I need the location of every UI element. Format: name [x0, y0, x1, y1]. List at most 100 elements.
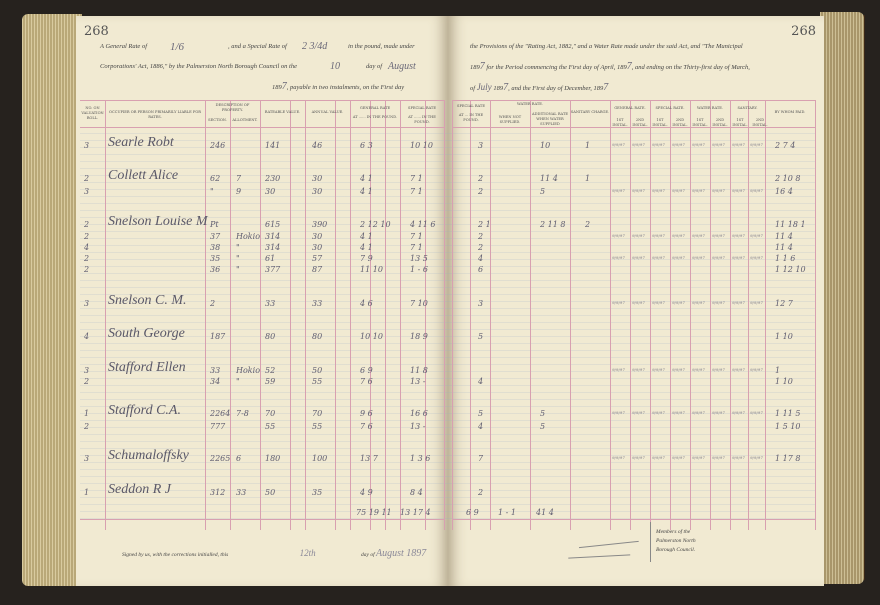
special-rate-amount: 13 - [410, 377, 426, 386]
amount-paid: 1 1 6 [775, 254, 796, 263]
header-general-rate: General Rate [359, 106, 391, 110]
column-rule [452, 100, 453, 530]
instalment-paid-date: 9/9/97 [750, 300, 763, 305]
text: Members of the [656, 529, 691, 535]
column-rule [470, 100, 471, 530]
header-rule-top [452, 100, 816, 101]
column-rule [350, 100, 351, 530]
instalment-paid-date: 9/9/97 [632, 455, 645, 460]
rateable-value: 180 [265, 454, 281, 463]
header-second-instalment: 2nd Instal. [752, 118, 768, 127]
header-rule-top [80, 100, 444, 101]
instalment-paid-date: 9/9/97 [652, 367, 665, 372]
general-rate-amount: 4 1 [360, 243, 373, 252]
left-header-line3: 1897, payable in two instalments, on the… [272, 78, 404, 97]
instalment-paid-date: 9/9/97 [632, 188, 645, 193]
special-rate-amount-right: 2 [478, 174, 484, 183]
instalment-paid-date: 9/9/97 [672, 255, 685, 260]
instalment-paid-date: 9/9/97 [712, 410, 725, 415]
text: , payable in two instalments, on the Fir… [286, 84, 405, 91]
water-rate-additional: 11 4 [540, 174, 558, 183]
instalment-paid-date: 9/9/97 [712, 188, 725, 193]
general-rate-amount: 6 3 [360, 141, 373, 150]
special-rate-amount-right: 2 [478, 187, 484, 196]
special-rate-amount: 13 - [410, 422, 426, 431]
header-water-rate: Water Rate. [516, 102, 544, 106]
year: 7 [479, 61, 485, 72]
section-number: 33 [210, 366, 221, 375]
instalment-paid-date: 9/9/97 [672, 410, 685, 415]
occupier-name: Collett Alice [108, 168, 179, 183]
header-annual-value: Annual Value. [311, 110, 344, 114]
instalment-paid-date: 9/9/97 [612, 255, 625, 260]
section-number: 35 [210, 254, 221, 263]
annual-value: 55 [312, 422, 323, 431]
text: 189 [493, 85, 504, 92]
header-paid-special: Special Rate. [655, 106, 685, 110]
general-rate-amount: 4 9 [360, 488, 373, 497]
header-rateable-value: Rateable Value. [264, 110, 301, 114]
occupier-name: Searle Robt [108, 135, 174, 150]
ruled-lines [80, 127, 816, 519]
section-number: 187 [210, 332, 226, 341]
column-rule [205, 100, 206, 530]
text: 189 [272, 84, 282, 91]
left-page: 268 A General Rate of 1/6 , and a Specia… [76, 16, 448, 586]
valuation-roll-number: 2 [84, 422, 90, 431]
occupier-name: Snelson Louise M [108, 214, 208, 229]
column-rule [530, 100, 531, 530]
annual-value: 80 [312, 332, 323, 341]
instalment-paid-date: 9/9/97 [712, 142, 725, 147]
section-number: 777 [210, 422, 226, 431]
allotment: " [236, 254, 240, 263]
instalment-paid-date: 9/9/97 [672, 300, 685, 305]
general-rate-amount: 7 6 [360, 422, 373, 431]
members-note: Members of the Palmerston North Borough … [656, 528, 696, 555]
totals-rule [80, 519, 444, 520]
instalment-paid-date: 9/9/97 [672, 233, 685, 238]
special-rate-amount-right: 7 [478, 454, 484, 463]
section-number: 246 [210, 141, 226, 150]
header-additional-rate: Additional Rate When Water Supplied [532, 112, 568, 126]
water-rate-total: 1 - 1 [498, 508, 516, 517]
allotment: Hokio [236, 232, 261, 241]
rateable-value: 55 [265, 422, 276, 431]
instalment-paid-date: 9/9/97 [712, 255, 725, 260]
column-rule [444, 100, 445, 530]
general-rate-value: 1/6 [170, 41, 185, 53]
rateable-value: 70 [265, 409, 276, 418]
annual-value: 30 [312, 187, 323, 196]
signature-bracket [650, 522, 651, 562]
special-rate-amount-right: 2 1 [478, 220, 491, 229]
instalment-paid-date: 9/9/97 [692, 455, 705, 460]
instalment-paid-date: 9/9/97 [712, 367, 725, 372]
header-first-instalment: 1st Instal. [692, 118, 708, 127]
text: 189 [470, 64, 480, 71]
header-paid-water: Water Rate. [696, 106, 724, 110]
section-number: 312 [210, 488, 226, 497]
allotment: 33 [236, 488, 247, 497]
column-rule [610, 100, 611, 530]
occupier-name: Seddon R J [108, 482, 171, 497]
valuation-roll-number: 2 [84, 377, 90, 386]
column-rule [335, 100, 336, 530]
header-by-whom-paid: By Whom Paid. [774, 110, 806, 114]
column-rule [730, 100, 731, 530]
instalment-paid-date: 9/9/97 [632, 300, 645, 305]
rate-year: 7 [281, 81, 287, 92]
water-rate-additional: 5 [540, 409, 546, 418]
water-rate-additional: 5 [540, 422, 546, 431]
header-paid-general: General Rate. [614, 106, 646, 110]
instalment-paid-date: 9/9/97 [632, 410, 645, 415]
header-rule-bottom [80, 127, 444, 128]
rateable-value: 80 [265, 332, 276, 341]
sanitary-charge: 2 [585, 220, 591, 229]
special-rate-amount: 13 5 [410, 254, 428, 263]
instalment-paid-date: 9/9/97 [672, 188, 685, 193]
column-rule [710, 100, 711, 530]
special-rate-amount: 8 4 [410, 488, 423, 497]
header-first-instalment: 1st Instal. [612, 118, 628, 127]
amount-paid: 11 4 [775, 243, 793, 252]
right-header-line1: the Provisions of the "Rating Act, 1882,… [470, 43, 743, 50]
